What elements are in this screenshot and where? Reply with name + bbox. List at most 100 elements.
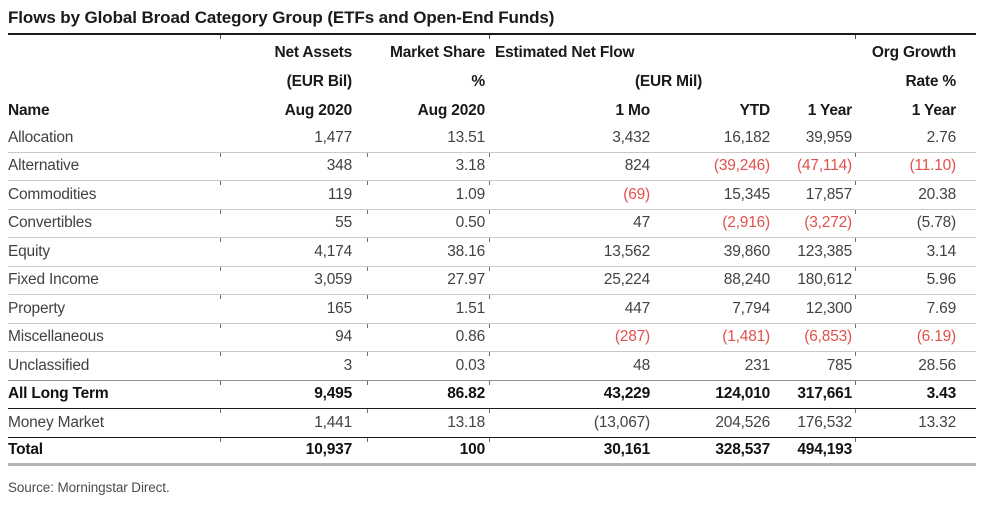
column-divider-tick [489,295,490,299]
value-cell: 55 [335,214,352,232]
header-market-share-unit: % [471,73,485,90]
column-divider-tick [220,266,221,271]
header-org-growth-period: 1 Year [911,102,956,119]
value-cell: (6,853) [804,328,852,346]
table-title: Flows by Global Broad Category Group (ET… [8,0,976,35]
column-divider-tick [489,152,490,157]
table-row: Unclassified 3 0.03 48 231 785 28.56 [8,352,976,381]
column-divider-tick [489,380,490,385]
header-net-assets: Net Assets [274,44,352,61]
value-cell: 13,562 [603,242,650,260]
column-divider-tick [855,323,856,328]
column-divider-tick [855,409,856,413]
value-cell: 0.86 [455,328,486,346]
value-cell: 4,174 [314,242,352,260]
value-cell: 3,432 [612,128,650,146]
column-divider-tick [220,380,221,385]
value-cell: 3,059 [314,271,352,289]
column-divider-tick [220,409,221,413]
column-divider-tick [367,352,368,356]
value-cell: 13.51 [447,128,485,146]
column-divider-tick [489,266,490,271]
column-divider-tick [367,295,368,299]
value-cell: 17,857 [805,185,852,203]
header-name: Name [8,102,50,119]
value-cell: 38.16 [447,242,485,260]
value-cell: 100 [459,441,485,459]
column-divider-tick [855,352,856,356]
column-divider-tick [855,35,856,39]
value-cell: 10,937 [305,441,352,459]
header-org-growth-unit: Rate % [905,73,957,90]
value-cell: (3,272) [804,214,852,232]
value-cell: 0.03 [455,356,486,374]
row-name: Equity [8,242,50,260]
table-row: Total 10,937 100 30,161 328,537 494,193 [8,437,976,466]
table-body: Allocation 1,477 13.51 3,432 16,182 39,959 2.7… [8,124,976,466]
column-divider-tick [855,152,856,157]
value-cell: 13.18 [447,413,485,431]
value-cell: 1,477 [314,128,352,146]
row-name: Unclassified [8,356,90,374]
column-divider-tick [220,209,221,214]
header-flow-1mo: 1 Mo [615,102,650,119]
row-name: Property [8,299,65,317]
column-divider-tick [489,437,490,442]
column-divider-tick [367,437,368,442]
value-cell: 5.96 [926,271,957,289]
value-cell: (287) [614,328,650,346]
column-divider-tick [855,295,856,299]
column-divider-tick [220,152,221,157]
row-name: Allocation [8,128,74,146]
column-divider-tick [220,323,221,328]
value-cell: 39,860 [723,242,770,260]
header-unit-row: (EUR Bil) % (EUR Mil) Rate % [8,66,976,95]
header-net-assets-period: Aug 2020 [284,102,353,119]
header-market-share-period: Aug 2020 [417,102,486,119]
value-cell: 204,526 [715,413,770,431]
column-divider-tick [367,181,368,185]
column-divider-tick [855,266,856,271]
row-name: All Long Term [8,385,109,403]
value-cell: (39,246) [713,157,770,175]
header-flow-ytd: YTD [739,102,771,119]
value-cell: (13,067) [593,413,650,431]
value-cell: 3.18 [455,157,486,175]
value-cell: 348 [326,157,352,175]
column-divider-tick [367,209,368,214]
value-cell: 30,161 [603,441,650,459]
row-name: Fixed Income [8,271,99,289]
column-divider-tick [489,352,490,356]
column-divider-tick [367,409,368,413]
value-cell: 7,794 [732,299,770,317]
column-divider-tick [489,238,490,242]
value-cell: (11.10) [909,157,956,175]
row-name: Money Market [8,413,104,431]
value-cell: 25,224 [603,271,650,289]
value-cell: 123,385 [797,242,852,260]
column-divider-tick [220,238,221,242]
column-divider-tick [220,35,221,39]
value-cell: (47,114) [797,157,852,175]
column-divider-tick [855,238,856,242]
value-cell: 12,300 [805,299,852,317]
row-name: Convertibles [8,214,92,232]
value-cell: 2.76 [926,128,957,146]
column-divider-tick [855,437,856,442]
value-cell: 7.69 [926,299,957,317]
value-cell: 119 [327,185,352,203]
table-row: Allocation 1,477 13.51 3,432 16,182 39,959 2.7… [8,124,976,153]
value-cell: 3.43 [926,385,957,403]
header-flow-1year: 1 Year [807,102,852,119]
column-divider-tick [489,409,490,413]
column-divider-tick [367,266,368,271]
value-cell: 231 [744,356,770,374]
column-divider-tick [367,152,368,157]
value-cell: 1.09 [455,185,486,203]
table-row: Property 165 1.51 447 7,794 12,300 7.69 [8,295,976,324]
value-cell: (6.19) [916,328,956,346]
header-est-net-flow-unit: (EUR Mil) [634,73,703,90]
column-divider-tick [489,209,490,214]
value-cell: 824 [624,157,650,175]
table-header: Net Assets Market Share Estimated Net Fl… [8,35,976,124]
